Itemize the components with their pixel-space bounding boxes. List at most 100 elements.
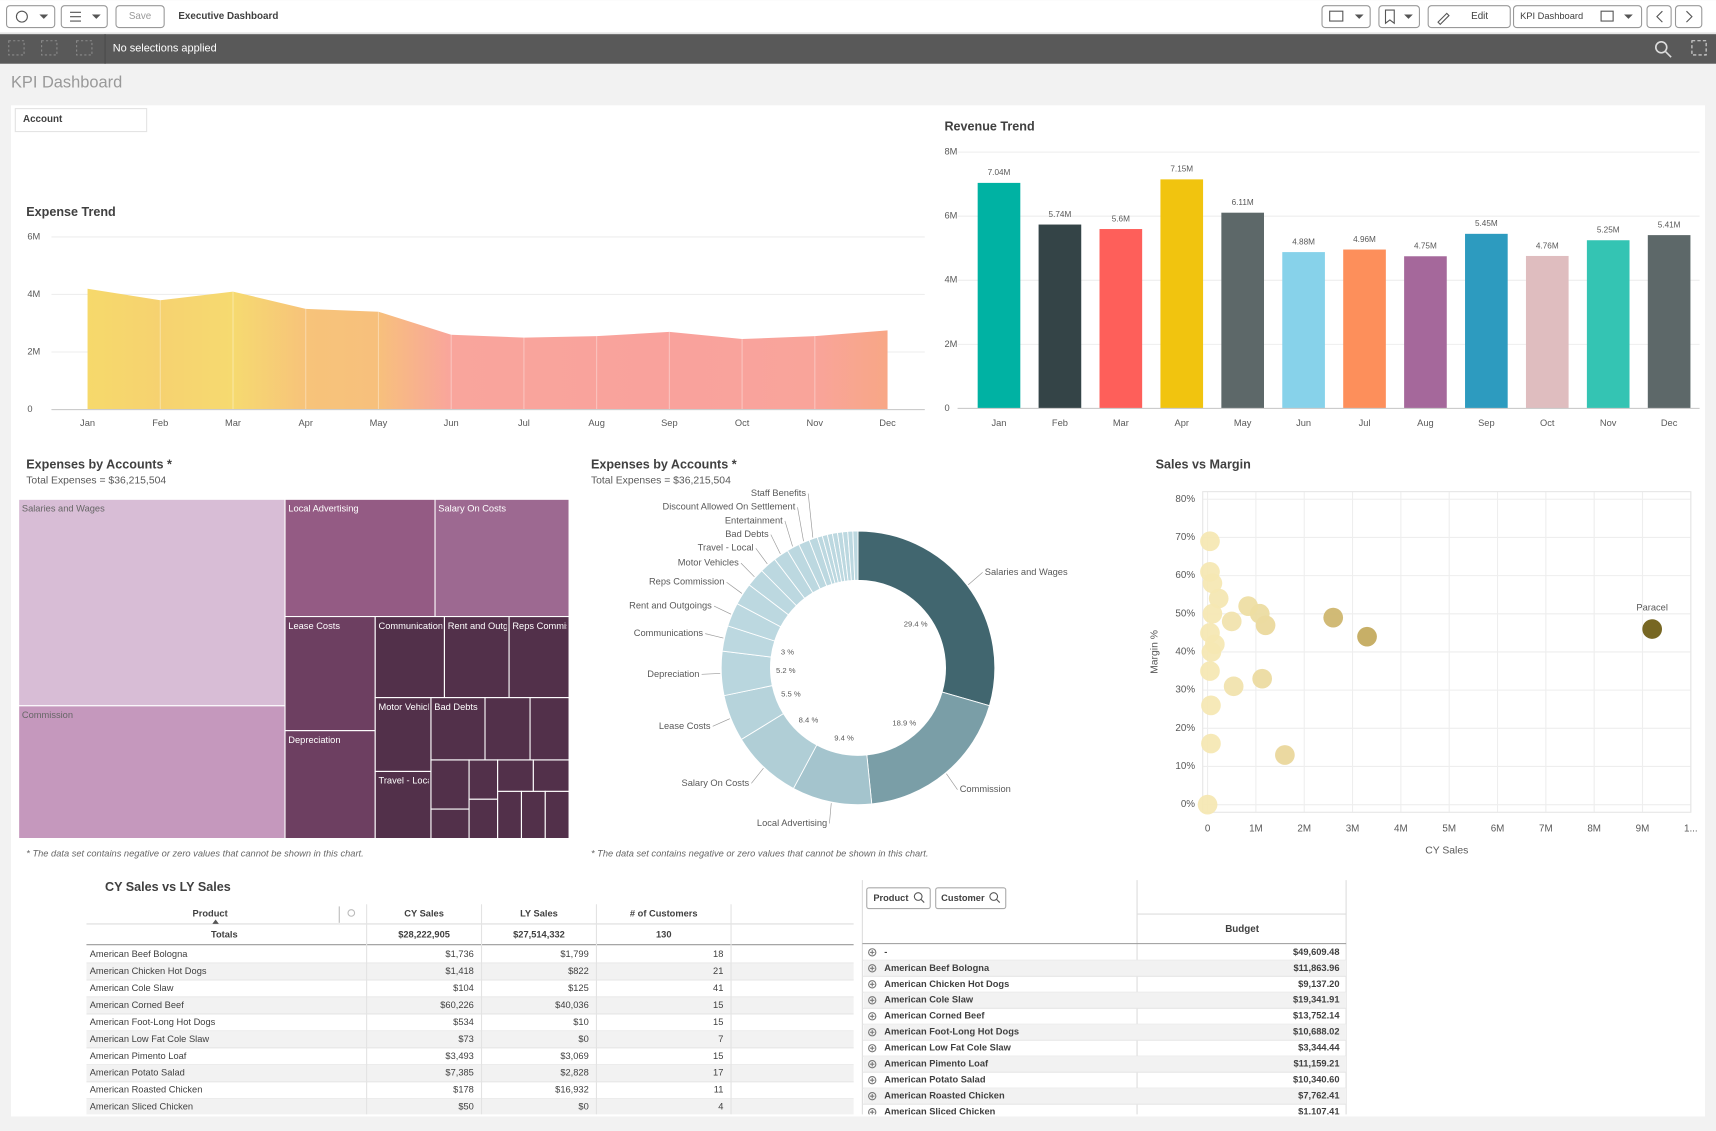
scatter-point <box>1223 676 1244 697</box>
table-cell: $178 <box>453 1085 474 1095</box>
category-label: Staff Benefits <box>751 488 806 498</box>
value-label: 4.75M <box>1414 242 1437 251</box>
point-label: Paracel <box>1636 603 1668 613</box>
scatter-point <box>1275 745 1295 765</box>
table-cell: American Beef Bologna <box>90 949 189 959</box>
filter-label[interactable]: Account <box>23 114 63 125</box>
bar <box>1404 256 1447 409</box>
table-cell: $822 <box>568 966 589 976</box>
screen-icon <box>1329 10 1344 22</box>
table-cell: $1,736 <box>445 949 473 959</box>
scatter-point <box>1197 794 1218 815</box>
treemap-label: Local Advertising <box>288 504 358 514</box>
search-icon[interactable] <box>1654 41 1668 54</box>
edit-button[interactable] <box>1427 5 1511 29</box>
row-value: $9,137.20 <box>1298 979 1339 989</box>
y-tick-label: 6M <box>27 231 40 241</box>
category-label: Bad Debts <box>725 529 769 539</box>
table-cell: $0 <box>578 1034 588 1044</box>
x-tick-label: Feb <box>152 418 168 428</box>
row-label: American Chicken Hot Dogs <box>884 979 1009 989</box>
next-sheet-button[interactable] <box>1674 5 1703 29</box>
x-tick-label: 1M <box>1249 823 1263 834</box>
x-tick-label: 4M <box>1394 823 1408 834</box>
treemap-label: Lease Costs <box>288 621 340 631</box>
row-shade <box>863 1024 1347 1041</box>
table-cell: 15 <box>713 1051 723 1061</box>
sheet-name[interactable]: KPI Dashboard <box>1520 11 1583 21</box>
save-label[interactable]: Save <box>129 11 152 22</box>
bar <box>1465 233 1508 409</box>
expand-icon[interactable] <box>868 1060 877 1069</box>
value-label: 5.25M <box>1597 226 1620 235</box>
y-tick-label: 4M <box>944 275 957 285</box>
selection-tool-icon[interactable] <box>1691 40 1707 56</box>
category-label: Reps Commission <box>649 577 724 587</box>
value-label: 7.15M <box>1170 165 1193 174</box>
dimension-button[interactable] <box>866 887 931 910</box>
present-button[interactable] <box>1321 5 1371 29</box>
edit-label[interactable]: Edit <box>1471 11 1488 22</box>
account-filter[interactable] <box>14 108 148 133</box>
table-cell: American Low Fat Cole Slaw <box>90 1034 210 1044</box>
expand-icon[interactable] <box>868 948 877 957</box>
table-cell: $3,493 <box>445 1051 473 1061</box>
table-title: CY Sales vs LY Sales <box>105 880 231 894</box>
bookmark-button[interactable] <box>1378 5 1420 29</box>
x-tick-label: Jan <box>991 418 1006 428</box>
row-value: $7,762.41 <box>1298 1091 1339 1101</box>
clear-icon[interactable] <box>76 40 93 56</box>
leader-line <box>701 673 721 675</box>
y-tick-label: 8M <box>944 147 957 157</box>
treemap-label: Salaries and Wages <box>22 504 105 514</box>
forward-icon[interactable] <box>41 40 58 56</box>
row-shade <box>86 963 854 981</box>
treemap-cell <box>468 798 499 840</box>
x-tick-label: 2M <box>1297 823 1311 834</box>
scatter-point <box>1200 531 1220 552</box>
expand-icon[interactable] <box>868 1092 877 1101</box>
expand-icon[interactable] <box>868 980 877 989</box>
chart-subtitle: Total Expenses = $36,215,504 <box>591 475 731 486</box>
expand-icon[interactable] <box>868 1044 877 1053</box>
dimension-label[interactable]: Product <box>873 893 908 903</box>
x-tick-label: Nov <box>1600 418 1617 428</box>
dimension-button[interactable] <box>935 887 1007 910</box>
value-label: 5.5 % <box>781 689 801 698</box>
row-label: American Corned Beef <box>884 1011 985 1021</box>
expand-plus <box>870 1078 875 1083</box>
expand-icon[interactable] <box>868 996 877 1005</box>
x-tick-label: May <box>370 418 388 428</box>
navigation-button[interactable] <box>6 5 56 29</box>
category-label: Entertainment <box>725 515 783 525</box>
bar <box>1525 255 1569 409</box>
category-label: Rent and Outgoings <box>629 601 712 611</box>
expand-icon[interactable] <box>868 1012 877 1021</box>
column-header: LY Sales <box>520 909 558 919</box>
dimension-label[interactable]: Customer <box>941 893 985 903</box>
treemap-label: Bad Debts <box>434 702 478 712</box>
leader-line <box>726 581 743 594</box>
leader-line <box>770 534 781 555</box>
expand-icon[interactable] <box>868 964 877 973</box>
row-value: $11,159.21 <box>1293 1059 1339 1069</box>
treemap-cell <box>284 730 376 840</box>
table-cell: 11 <box>714 1085 724 1095</box>
table-cell: $3,069 <box>560 1051 588 1061</box>
save-button[interactable] <box>115 5 165 29</box>
back-icon[interactable] <box>8 40 25 56</box>
sheet-button[interactable] <box>1512 5 1643 29</box>
menu-button[interactable] <box>60 5 108 29</box>
search-handle <box>996 898 1001 903</box>
treemap-label: Communications <box>378 621 448 631</box>
expand-plus <box>870 982 875 987</box>
previous-sheet-button[interactable] <box>1646 5 1672 29</box>
expand-icon[interactable] <box>868 1028 877 1037</box>
category-label: Motor Vehicles <box>678 558 739 568</box>
x-tick-label: 1... <box>1684 823 1698 834</box>
expand-icon[interactable] <box>868 1107 877 1116</box>
category-label: Salary On Costs <box>682 778 750 788</box>
table-cell: $50 <box>458 1102 474 1112</box>
expand-icon[interactable] <box>868 1076 877 1085</box>
